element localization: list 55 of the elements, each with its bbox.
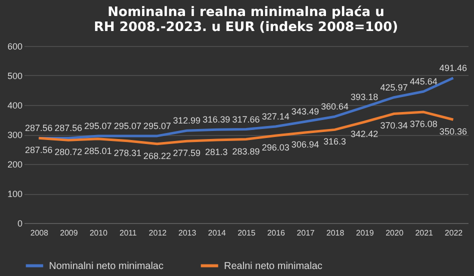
data-label: 370.34	[380, 120, 408, 131]
data-label: 287.56	[25, 123, 53, 134]
data-label: 295.07	[114, 120, 142, 131]
data-label: 445.64	[410, 76, 438, 87]
legend-label: Realni neto minimalac	[224, 260, 322, 272]
data-label: 296.03	[262, 142, 290, 153]
y-tick-label: 500	[7, 71, 22, 81]
x-tick-label: 2018	[326, 228, 345, 238]
data-label: 360.64	[321, 102, 349, 112]
x-tick-label: 2022	[444, 228, 464, 238]
data-label: 287.56	[54, 123, 82, 134]
data-label: 425.97	[380, 82, 408, 92]
y-tick-label: 0	[17, 218, 22, 228]
data-label: 306.94	[291, 139, 319, 150]
data-label: 285.01	[84, 146, 112, 156]
data-label: 343.49	[291, 106, 319, 117]
data-label: 491.46	[439, 63, 467, 74]
data-label: 287.56	[25, 145, 53, 156]
x-tick-label: 2009	[60, 228, 78, 238]
data-label: 295.07	[84, 120, 112, 131]
data-label: 393.18	[350, 92, 378, 102]
chart-title: Nominalna i realna minimalna plaća u RH 2008.-2023. u EUR (indeks 2008=100)	[94, 5, 398, 35]
data-label: 268.22	[143, 150, 171, 161]
x-tick-label: 2015	[238, 228, 256, 238]
x-tick-label: 2014	[208, 228, 226, 238]
data-label: 277.59	[173, 148, 201, 158]
data-label: 327.14	[262, 111, 290, 122]
x-tick-label: 2012	[148, 228, 168, 238]
data-label: 295.07	[143, 120, 171, 131]
data-label: 283.89	[232, 146, 260, 156]
legend-label: Nominalni neto minimalac	[49, 260, 164, 272]
data-label: 316.39	[202, 114, 230, 125]
data-label: 376.08	[410, 119, 438, 130]
y-tick-label: 600	[7, 42, 22, 52]
data-label: 342.42	[350, 128, 378, 139]
x-tick-label: 2019	[356, 228, 374, 238]
x-tick-label: 2016	[267, 228, 286, 238]
x-tick-label: 2013	[178, 228, 197, 238]
x-tick-label: 2021	[415, 228, 434, 238]
data-label: 317.66	[232, 114, 260, 124]
y-tick-label: 100	[7, 189, 22, 199]
x-tick-label: 2011	[120, 228, 138, 238]
x-tick-label: 2008	[30, 228, 49, 238]
x-tick-label: 2017	[296, 228, 316, 238]
data-label: 312.99	[173, 116, 201, 126]
data-label: 280.72	[54, 147, 82, 158]
data-label: 281.3	[205, 147, 228, 158]
data-label: 278.31	[114, 148, 142, 158]
data-label: 350.36	[439, 126, 467, 137]
y-tick-label: 400	[7, 100, 22, 110]
x-tick-label: 2010	[90, 228, 108, 238]
x-tick-label: 2020	[386, 228, 404, 238]
y-tick-label: 300	[7, 130, 22, 140]
y-tick-label: 200	[7, 160, 22, 170]
data-label: 316.3	[324, 136, 346, 147]
